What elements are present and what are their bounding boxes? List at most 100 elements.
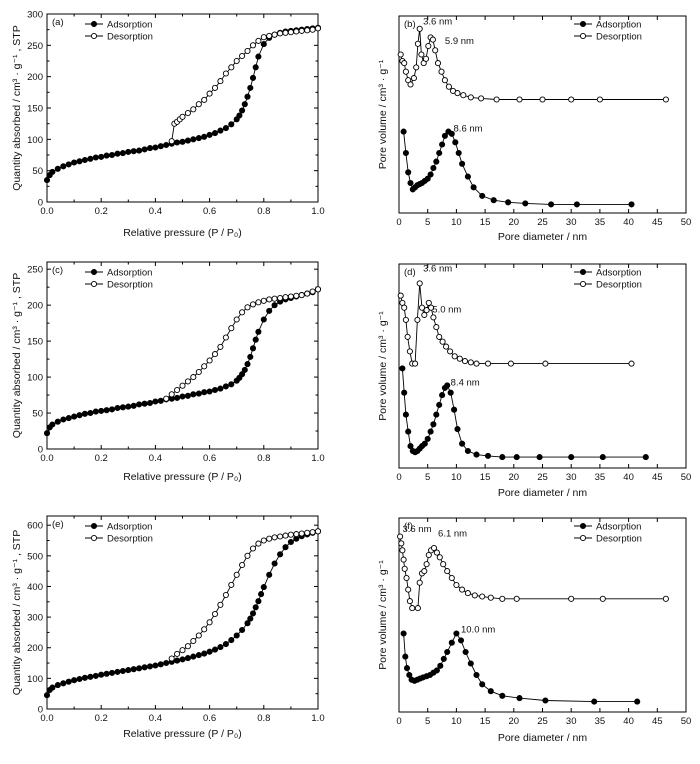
data-point-adsorption bbox=[241, 366, 248, 373]
x-tick-label: 35 bbox=[595, 472, 606, 483]
y-tick-label: 0 bbox=[38, 198, 43, 209]
data-point-adsorption bbox=[400, 128, 407, 135]
x-tick-label: 35 bbox=[595, 217, 606, 228]
panel-letter: (b) bbox=[404, 19, 416, 30]
data-point-desorption bbox=[163, 395, 170, 402]
data-point-adsorption bbox=[459, 160, 466, 167]
data-point-desorption bbox=[298, 27, 305, 34]
data-point-desorption bbox=[190, 106, 197, 113]
data-point-adsorption bbox=[628, 201, 635, 208]
x-tick-label: 5 bbox=[425, 716, 430, 727]
data-point-adsorption bbox=[43, 177, 51, 184]
legend-marker bbox=[90, 280, 98, 288]
y-tick-label: 600 bbox=[27, 521, 43, 532]
data-point-desorption bbox=[499, 595, 506, 602]
data-point-adsorption bbox=[76, 412, 83, 419]
data-point-desorption bbox=[430, 314, 437, 321]
data-point-desorption bbox=[416, 25, 423, 32]
x-tick-label: 1.0 bbox=[311, 713, 324, 724]
data-point-adsorption bbox=[499, 454, 506, 461]
x-tick-label: 25 bbox=[537, 472, 548, 483]
legend-label: Desorption bbox=[107, 534, 153, 545]
data-point-adsorption bbox=[119, 667, 126, 675]
data-point-adsorption bbox=[441, 132, 448, 139]
data-point-adsorption bbox=[453, 630, 460, 637]
series-desorption bbox=[397, 280, 635, 367]
data-point-adsorption bbox=[98, 407, 105, 414]
data-point-adsorption bbox=[459, 440, 466, 447]
data-point-adsorption bbox=[211, 130, 219, 137]
legend-marker bbox=[579, 268, 587, 276]
legend-label: Adsorption bbox=[596, 522, 641, 533]
data-point-adsorption bbox=[255, 598, 262, 605]
data-point-adsorption bbox=[260, 41, 267, 48]
x-tick-label: 40 bbox=[623, 472, 634, 483]
data-point-desorption bbox=[662, 96, 669, 103]
data-point-adsorption bbox=[260, 584, 267, 591]
data-point-adsorption bbox=[479, 192, 486, 199]
data-point-adsorption bbox=[163, 659, 170, 667]
data-point-desorption bbox=[244, 304, 251, 311]
data-point-desorption bbox=[406, 348, 413, 355]
data-point-adsorption bbox=[195, 652, 202, 659]
data-point-adsorption bbox=[479, 681, 486, 688]
series-adsorption bbox=[43, 286, 322, 437]
series-line-adsorption bbox=[401, 368, 646, 458]
data-point-adsorption bbox=[54, 165, 61, 172]
data-point-adsorption bbox=[190, 653, 197, 660]
y-axis-title: Quantity absorbed / cm³ · g⁻¹ , STP bbox=[11, 273, 23, 438]
data-point-desorption bbox=[228, 325, 235, 332]
data-point-desorption bbox=[255, 540, 262, 547]
data-point-adsorption bbox=[65, 415, 72, 422]
data-point-desorption bbox=[168, 391, 175, 398]
series-desorption bbox=[397, 533, 669, 612]
data-point-desorption bbox=[309, 529, 316, 536]
plot-frame bbox=[398, 263, 687, 469]
data-point-desorption bbox=[239, 561, 246, 569]
data-point-desorption bbox=[403, 574, 410, 582]
data-point-desorption bbox=[201, 626, 208, 633]
data-point-adsorption bbox=[444, 382, 451, 389]
data-point-adsorption bbox=[447, 389, 454, 396]
data-point-desorption bbox=[398, 540, 405, 547]
data-point-adsorption bbox=[157, 397, 164, 404]
x-axis-title: Relative pressure (P / P₀) bbox=[123, 728, 242, 740]
data-point-desorption bbox=[277, 533, 284, 540]
series-adsorption bbox=[43, 24, 322, 184]
data-point-adsorption bbox=[146, 145, 154, 152]
data-point-desorption bbox=[539, 96, 546, 103]
data-point-desorption bbox=[266, 535, 273, 542]
y-tick-label: 250 bbox=[27, 41, 43, 52]
data-point-desorption bbox=[184, 378, 191, 385]
legend-marker bbox=[579, 534, 587, 542]
data-point-adsorption bbox=[573, 201, 580, 208]
data-point-desorption bbox=[174, 386, 181, 394]
chart-panel-b: 0 5 10 15 20 25 30 35 40 45 50 Pore diameter / nm Po… bbox=[377, 15, 691, 243]
data-point-desorption bbox=[467, 94, 474, 101]
data-point-adsorption bbox=[403, 665, 411, 672]
data-point-desorption bbox=[414, 40, 421, 47]
data-point-adsorption bbox=[217, 385, 224, 392]
x-tick-label: 0 bbox=[396, 472, 401, 483]
data-point-desorption bbox=[206, 357, 213, 364]
x-tick-label: 0.4 bbox=[149, 453, 162, 464]
x-tick-label: 1.0 bbox=[311, 453, 324, 464]
data-point-adsorption bbox=[228, 121, 235, 128]
y-axis-title: Pore volume / cm³ · g⁻¹ bbox=[377, 59, 389, 169]
legend-label: Adsorption bbox=[596, 268, 641, 279]
y-tick-label: 300 bbox=[27, 613, 43, 624]
x-axis-title: Pore diameter / nm bbox=[498, 231, 588, 243]
series-adsorption bbox=[399, 365, 649, 461]
data-point-adsorption bbox=[516, 695, 523, 702]
y-tick-label: 500 bbox=[27, 551, 43, 562]
data-point-adsorption bbox=[642, 454, 649, 461]
data-point-desorption bbox=[568, 595, 575, 602]
x-tick-label: 45 bbox=[652, 217, 663, 228]
data-point-desorption bbox=[211, 84, 219, 91]
data-point-adsorption bbox=[407, 443, 414, 450]
x-tick-label: 0.6 bbox=[203, 713, 216, 724]
data-point-desorption bbox=[410, 75, 417, 82]
data-point-adsorption bbox=[146, 399, 154, 407]
data-point-desorption bbox=[418, 304, 426, 311]
data-point-adsorption bbox=[184, 137, 191, 144]
